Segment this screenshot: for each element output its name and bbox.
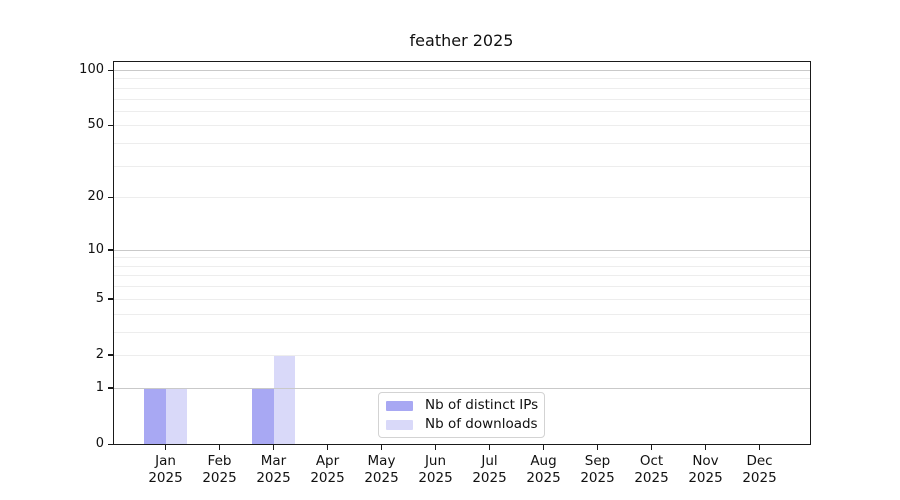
x-tick-mark: [704, 445, 707, 450]
gridline-minor: [113, 165, 810, 167]
x-axis-tick-label: Jan 2025: [148, 453, 183, 486]
plot-spine: [113, 61, 811, 62]
x-tick-mark: [542, 445, 545, 450]
bar-downloads: [165, 387, 187, 444]
gridline-minor: [113, 143, 810, 145]
legend-label-downloads: Nb of downloads: [425, 416, 538, 432]
x-tick-mark: [272, 445, 275, 450]
gridline-minor: [113, 354, 810, 356]
x-axis-tick-label: Jun 2025: [418, 453, 453, 486]
x-tick-mark: [758, 445, 761, 450]
x-tick-mark: [326, 445, 329, 450]
x-axis-tick-label: Sep 2025: [580, 453, 615, 486]
x-tick-mark: [488, 445, 491, 450]
legend: Nb of distinct IPs Nb of downloads: [378, 392, 545, 438]
x-axis-tick-label: Aug 2025: [526, 453, 561, 486]
x-tick-mark: [434, 445, 437, 450]
bar-distinct-ips: [252, 387, 274, 444]
plot-spine: [113, 61, 115, 445]
y-axis-tick-label: 20: [87, 189, 104, 205]
x-axis-tick-label: May 2025: [364, 453, 399, 486]
gridline-minor: [113, 298, 810, 300]
chart-title: feather 2025: [409, 31, 514, 50]
y-tick-mark: [108, 249, 113, 251]
x-axis-tick-label: Apr 2025: [310, 453, 345, 486]
legend-label-distinct-ips: Nb of distinct IPs: [425, 397, 539, 413]
gridline-minor: [113, 87, 810, 89]
plot-spine: [810, 61, 811, 445]
gridline-major: [113, 70, 810, 71]
gridline-minor: [113, 275, 810, 277]
y-tick-mark: [108, 387, 113, 389]
gridline-major: [113, 249, 810, 251]
y-axis-tick-label: 2: [95, 346, 104, 362]
y-tick-mark: [108, 443, 113, 445]
plot-spine: [113, 444, 811, 446]
x-tick-mark: [596, 445, 599, 450]
y-axis-tick-label: 0: [95, 436, 104, 451]
gridline-minor: [113, 265, 810, 267]
x-tick-mark: [650, 445, 653, 450]
x-axis-tick-label: Dec 2025: [742, 453, 777, 486]
y-tick-mark: [108, 354, 113, 356]
gridline-minor: [113, 125, 810, 127]
gridline-major: [113, 387, 810, 389]
gridline-minor: [113, 313, 810, 315]
gridline-minor: [113, 197, 810, 199]
y-tick-mark: [108, 196, 113, 199]
x-tick-mark: [380, 445, 383, 450]
gridline-minor: [113, 98, 810, 100]
gridline-minor: [113, 110, 810, 112]
x-axis-tick-label: Feb 2025: [202, 453, 237, 486]
gridline-minor: [113, 286, 810, 288]
y-axis-tick-label: 50: [87, 117, 104, 133]
gridline-minor: [113, 78, 810, 80]
y-tick-mark: [108, 298, 113, 300]
bar-distinct-ips: [144, 387, 166, 444]
y-tick-mark: [108, 124, 113, 127]
bar-downloads: [273, 354, 295, 444]
x-tick-mark: [164, 445, 167, 450]
x-axis-tick-label: Oct 2025: [634, 453, 669, 486]
y-axis-tick-label: 1: [95, 379, 104, 395]
y-axis-tick-label: 10: [87, 241, 104, 257]
legend-item-downloads: Nb of downloads: [386, 417, 544, 432]
legend-swatch-distinct-ips: [386, 400, 413, 411]
x-axis-tick-label: Nov 2025: [688, 453, 723, 486]
y-axis-tick-label: 5: [95, 290, 104, 306]
y-axis-tick-label: 100: [79, 62, 104, 77]
gridline-minor: [113, 257, 810, 259]
y-tick-mark: [108, 69, 113, 71]
x-axis-tick-label: Mar 2025: [256, 453, 291, 486]
x-axis-tick-label: Jul 2025: [472, 453, 507, 486]
legend-item-distinct-ips: Nb of distinct IPs: [386, 398, 544, 413]
legend-swatch-downloads: [386, 419, 413, 430]
x-tick-mark: [218, 445, 221, 450]
gridline-minor: [113, 331, 810, 333]
plot-area: [113, 61, 810, 444]
